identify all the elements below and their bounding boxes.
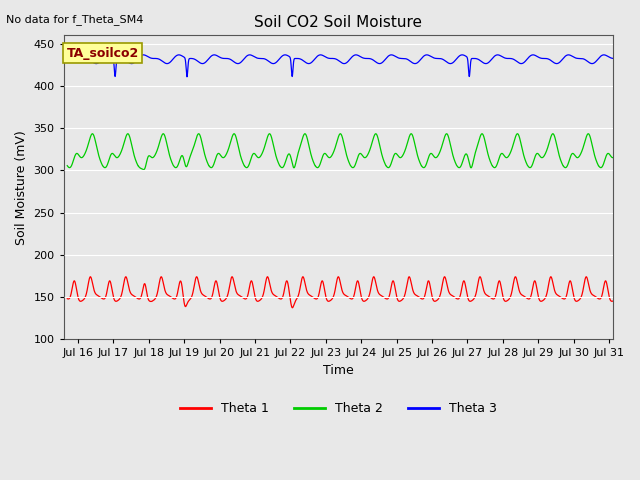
Theta 1 xyxy=(470,295,478,301)
Theta 3 xyxy=(183,74,191,80)
Theta 1 xyxy=(163,290,170,296)
Theta 2 xyxy=(163,139,170,145)
Line: Theta 3: Theta 3 xyxy=(67,55,612,77)
Theta 2 xyxy=(63,163,71,168)
Theta 3 xyxy=(391,53,399,59)
Theta 3 xyxy=(272,60,280,65)
Theta 2 xyxy=(230,131,238,137)
Line: Theta 1: Theta 1 xyxy=(67,277,612,308)
Theta 2 xyxy=(272,153,280,158)
Theta 2 xyxy=(470,153,478,159)
Theta 2 xyxy=(140,167,147,173)
X-axis label: Time: Time xyxy=(323,364,353,377)
Text: TA_soilco2: TA_soilco2 xyxy=(67,47,139,60)
Theta 1 xyxy=(63,296,71,301)
Theta 1 xyxy=(419,296,426,302)
Theta 3 xyxy=(470,56,478,61)
Theta 2 xyxy=(512,133,520,139)
Text: No data for f_Theta_SM4: No data for f_Theta_SM4 xyxy=(6,14,144,25)
Line: Theta 2: Theta 2 xyxy=(67,134,612,170)
Theta 3 xyxy=(609,56,616,61)
Theta 2 xyxy=(609,155,616,160)
Theta 1 xyxy=(512,274,520,280)
Theta 3 xyxy=(163,60,170,66)
Theta 1 xyxy=(272,293,280,299)
Theta 3 xyxy=(246,52,253,58)
Theta 1 xyxy=(390,282,398,288)
Title: Soil CO2 Soil Moisture: Soil CO2 Soil Moisture xyxy=(254,15,422,30)
Theta 2 xyxy=(391,151,399,157)
Theta 3 xyxy=(63,56,71,61)
Theta 1 xyxy=(547,274,555,280)
Theta 3 xyxy=(512,58,520,64)
Y-axis label: Soil Moisture (mV): Soil Moisture (mV) xyxy=(15,130,28,245)
Theta 1 xyxy=(289,305,296,311)
Theta 3 xyxy=(419,55,426,60)
Legend: Theta 1, Theta 2, Theta 3: Theta 1, Theta 2, Theta 3 xyxy=(175,397,502,420)
Theta 1 xyxy=(609,298,616,304)
Theta 2 xyxy=(419,164,426,169)
